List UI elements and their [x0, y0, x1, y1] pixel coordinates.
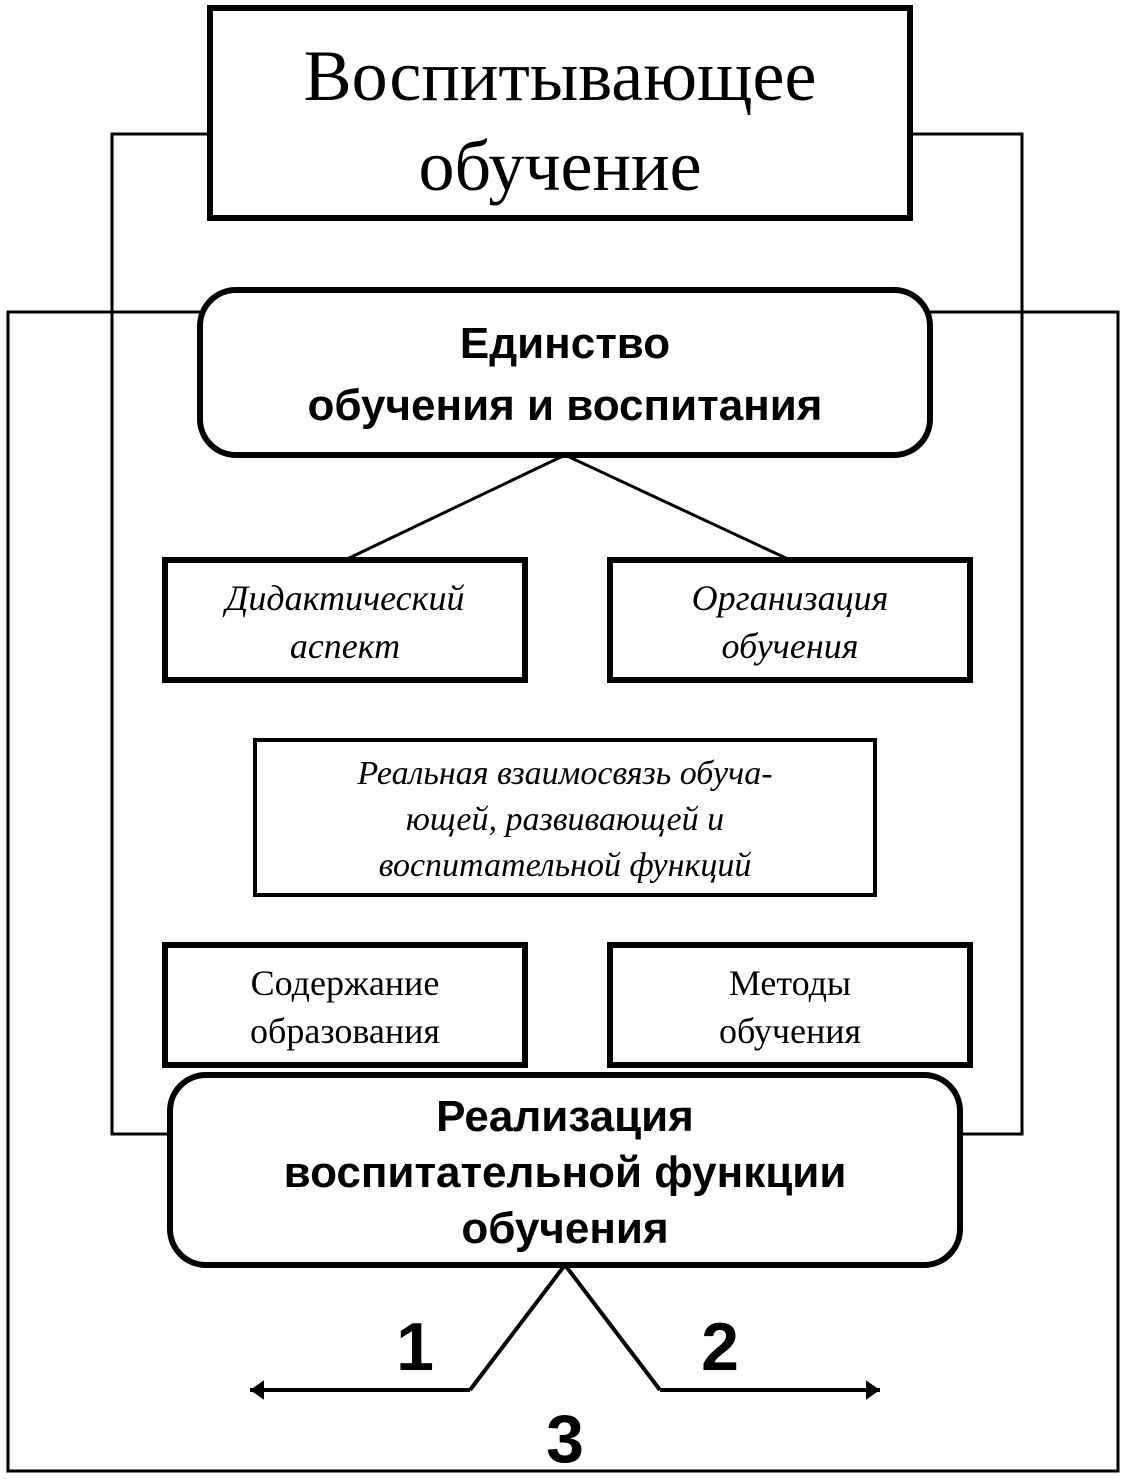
arrowhead-right-icon [866, 1380, 880, 1400]
node-unity: Единствообучения и воспитания [200, 290, 930, 455]
node-content: Содержаниеобразования [165, 945, 525, 1065]
branch-line-right [565, 455, 790, 560]
node-title: Воспитывающееобучение [210, 8, 910, 218]
node-methods: Методыобучения [610, 945, 970, 1065]
bottom-label-two: 2 [701, 1309, 739, 1385]
bottom-label-three: 3 [546, 1401, 584, 1477]
branch-line-left [345, 455, 565, 560]
node-org: Организацияобучения [610, 560, 970, 680]
node-realrel: Реальная взаимосвязь обуча-ющей, развива… [255, 740, 875, 895]
node-realrel-label: Реальная взаимосвязь обуча-ющей, развива… [356, 755, 772, 884]
node-didactic: Дидактическийаспект [165, 560, 525, 680]
bottom-label-one: 1 [396, 1309, 434, 1385]
apex-leg-right [565, 1265, 660, 1390]
arrowhead-left-icon [250, 1380, 264, 1400]
apex-leg-left [470, 1265, 565, 1390]
node-realize: Реализациявоспитательной функцииобучения [170, 1075, 960, 1265]
